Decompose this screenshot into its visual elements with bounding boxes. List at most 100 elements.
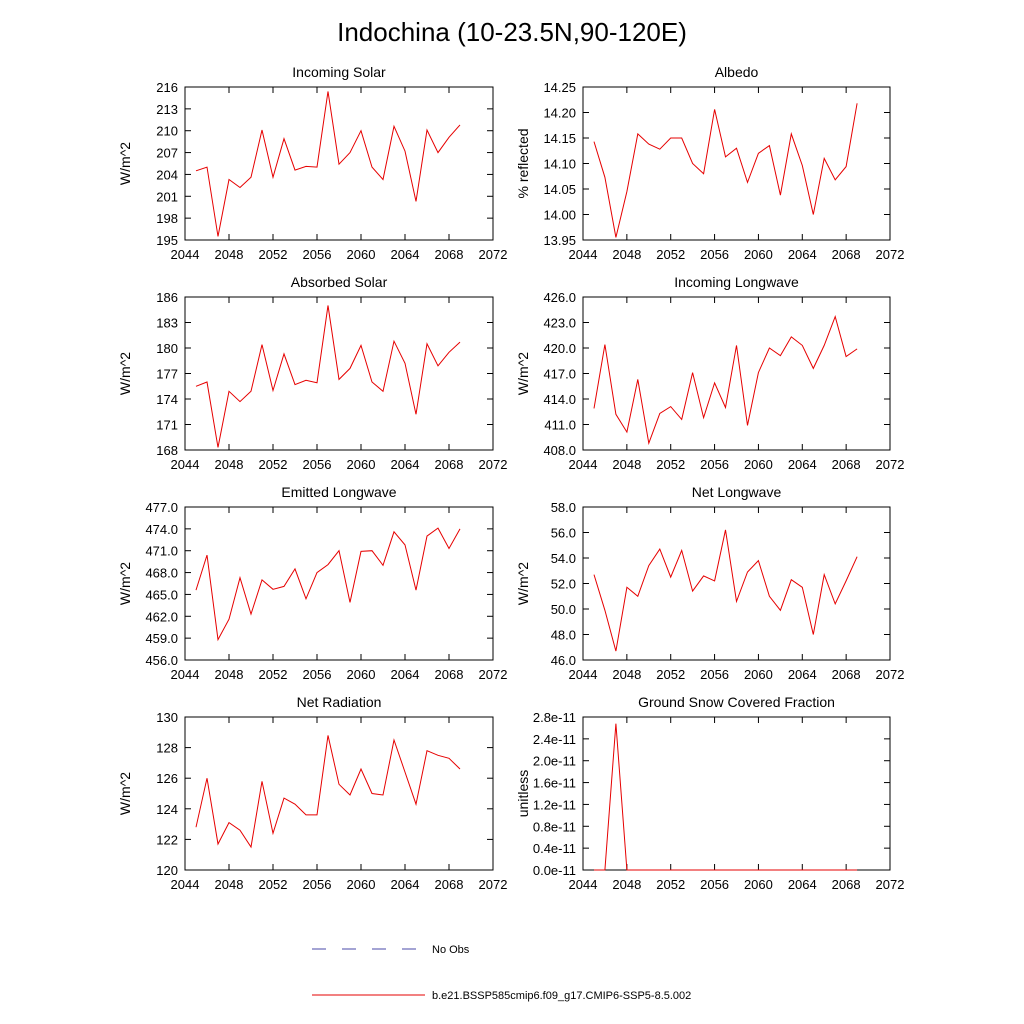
net-longwave-ytick-label: 46.0 (551, 653, 576, 668)
absorbed-solar-series-line (195, 305, 461, 448)
emitted-longwave-series-line (195, 527, 461, 642)
net-radiation-ytick-label: 126 (156, 771, 178, 786)
ground-snow-covered-fraction-xtick-label: 2064 (788, 877, 817, 892)
absorbed-solar-ytick-label: 183 (156, 316, 178, 331)
net-longwave-xtick-label: 2052 (656, 667, 685, 682)
net-longwave-xtick-label: 2048 (612, 667, 641, 682)
net-radiation-title: Net Radiation (297, 694, 382, 710)
ground-snow-covered-fraction-title: Ground Snow Covered Fraction (638, 694, 835, 710)
net-radiation-ytick-label: 122 (156, 832, 178, 847)
albedo-xtick-label: 2068 (832, 247, 861, 262)
incoming-solar-ytick-label: 216 (156, 80, 178, 95)
panel-emitted-longwave: Emitted Longwave W/m^2 2044 2048 2052 2056 206… (117, 484, 507, 682)
net-radiation-frame (184, 716, 494, 871)
incoming-solar-ytick-label: 207 (156, 146, 178, 161)
absorbed-solar-ylabel: W/m^2 (117, 352, 133, 395)
net-longwave-xtick-label: 2056 (700, 667, 729, 682)
incoming-longwave-ytick-label: 417.0 (543, 367, 576, 382)
ground-snow-covered-fraction-series-line (594, 723, 858, 871)
emitted-longwave-ylabel: W/m^2 (117, 562, 133, 605)
emitted-longwave-ytick-label: 459.0 (145, 631, 178, 646)
net-longwave-ytick-label: 54.0 (551, 551, 576, 566)
absorbed-solar-xtick-label: 2060 (347, 457, 376, 472)
albedo-ylabel: % reflected (515, 128, 531, 198)
absorbed-solar-xtick-label: 2064 (391, 457, 420, 472)
figure-title: Indochina (10-23.5N,90-120E) (337, 17, 687, 47)
emitted-longwave-xtick-label: 2056 (303, 667, 332, 682)
net-longwave-xtick-label: 2068 (832, 667, 861, 682)
incoming-solar-xtick-label: 2044 (171, 247, 200, 262)
emitted-longwave-ytick-label: 468.0 (145, 566, 178, 581)
incoming-solar-xtick-label: 2064 (391, 247, 420, 262)
emitted-longwave-xtick-label: 2060 (347, 667, 376, 682)
emitted-longwave-frame (184, 506, 494, 661)
incoming-longwave-xtick-label: 2056 (700, 457, 729, 472)
emitted-longwave-xtick-label: 2048 (215, 667, 244, 682)
albedo-xtick-label: 2044 (569, 247, 598, 262)
incoming-solar-xtick-label: 2052 (259, 247, 288, 262)
albedo-ytick-label: 14.00 (543, 208, 576, 223)
net-radiation-xtick-label: 2048 (215, 877, 244, 892)
incoming-longwave-ytick-label: 426.0 (543, 290, 576, 305)
incoming-solar-ylabel: W/m^2 (117, 142, 133, 185)
net-radiation-series-line (195, 735, 461, 849)
ground-snow-covered-fraction-ytick-label: 0.0e-11 (533, 863, 576, 878)
incoming-longwave-title: Incoming Longwave (674, 274, 799, 290)
emitted-longwave-xtick-label: 2052 (259, 667, 288, 682)
incoming-solar-ytick-label: 198 (156, 211, 178, 226)
absorbed-solar-ytick-label: 174 (156, 392, 178, 407)
ground-snow-covered-fraction-ytick-label: 1.6e-11 (533, 776, 576, 791)
albedo-xtick-label: 2072 (876, 247, 905, 262)
legend: No Obs b.e21.BSSP585cmip6.f09_g17.CMIP6-… (312, 944, 691, 1002)
incoming-longwave-xtick-label: 2072 (876, 457, 905, 472)
net-longwave-xtick-label: 2072 (876, 667, 905, 682)
net-longwave-ytick-label: 48.0 (551, 628, 576, 643)
albedo-series-line (593, 103, 858, 238)
incoming-longwave-ylabel: W/m^2 (515, 352, 531, 395)
net-radiation-xtick-label: 2072 (479, 877, 508, 892)
panel-net-longwave: Net Longwave W/m^2 2044 2048 2052 2056 2060 206… (515, 484, 904, 682)
incoming-longwave-ytick-label: 420.0 (543, 341, 576, 356)
absorbed-solar-ytick-label: 171 (156, 418, 178, 433)
net-radiation-xtick-label: 2068 (435, 877, 464, 892)
albedo-xtick-label: 2048 (612, 247, 641, 262)
ground-snow-covered-fraction-ytick-label: 2.8e-11 (533, 710, 576, 725)
incoming-longwave-series-line (593, 314, 858, 446)
net-radiation-xtick-label: 2064 (391, 877, 420, 892)
incoming-longwave-frame (582, 296, 891, 451)
absorbed-solar-xtick-label: 2068 (435, 457, 464, 472)
incoming-solar-ytick-label: 213 (156, 102, 178, 117)
ground-snow-covered-fraction-xtick-label: 2048 (612, 877, 641, 892)
absorbed-solar-ytick-label: 186 (156, 290, 178, 305)
albedo-ytick-label: 14.15 (543, 131, 576, 146)
emitted-longwave-ytick-label: 471.0 (145, 544, 178, 559)
absorbed-solar-ytick-label: 168 (156, 443, 178, 458)
incoming-solar-xtick-label: 2072 (479, 247, 508, 262)
panel-incoming-solar: Incoming Solar W/m^2 2044 2048 2052 2056 2060 2… (117, 64, 507, 262)
albedo-ytick-label: 14.25 (543, 80, 576, 95)
ground-snow-covered-fraction-frame (582, 716, 891, 871)
absorbed-solar-title: Absorbed Solar (291, 274, 388, 290)
ground-snow-covered-fraction-ytick-label: 2.0e-11 (533, 754, 576, 769)
ground-snow-covered-fraction-ytick-label: 0.4e-11 (533, 841, 576, 856)
incoming-solar-ytick-label: 201 (156, 189, 178, 204)
emitted-longwave-xtick-label: 2044 (171, 667, 200, 682)
emitted-longwave-ytick-label: 462.0 (145, 609, 178, 624)
albedo-title: Albedo (715, 64, 759, 80)
net-longwave-xtick-label: 2064 (788, 667, 817, 682)
net-longwave-ylabel: W/m^2 (515, 562, 531, 605)
incoming-solar-ytick-label: 210 (156, 124, 178, 139)
albedo-ytick-label: 14.10 (543, 157, 576, 172)
emitted-longwave-xtick-label: 2064 (391, 667, 420, 682)
incoming-solar-xtick-label: 2060 (347, 247, 376, 262)
incoming-solar-frame (184, 86, 494, 241)
net-longwave-ytick-label: 56.0 (551, 526, 576, 541)
incoming-solar-ytick-label: 195 (156, 233, 178, 248)
incoming-longwave-ytick-label: 411.0 (544, 418, 576, 433)
emitted-longwave-ytick-label: 477.0 (145, 500, 178, 515)
ground-snow-covered-fraction-xtick-label: 2060 (744, 877, 773, 892)
incoming-longwave-ytick-label: 408.0 (543, 443, 576, 458)
incoming-longwave-xtick-label: 2060 (744, 457, 773, 472)
net-longwave-xtick-label: 2060 (744, 667, 773, 682)
net-longwave-frame (582, 506, 891, 661)
